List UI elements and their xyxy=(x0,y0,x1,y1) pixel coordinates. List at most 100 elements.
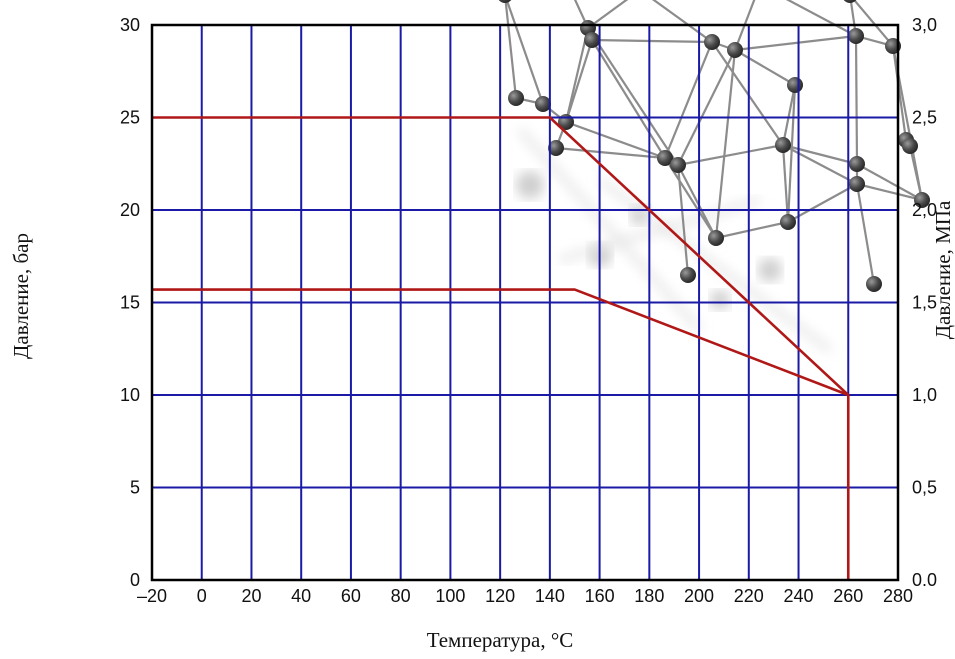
molecule-bond xyxy=(591,38,713,44)
molecule-bond xyxy=(663,41,714,159)
molecule-bond xyxy=(715,220,789,240)
molecule-bond xyxy=(782,143,858,166)
molecule-ghost-bond xyxy=(598,177,832,353)
x-tick-label: 0 xyxy=(197,586,207,606)
molecule-atom xyxy=(508,90,524,106)
molecule-atom xyxy=(849,156,865,172)
y-right-tick-label: 1,5 xyxy=(912,293,937,313)
chart-series-group xyxy=(152,116,850,580)
x-tick-label: 20 xyxy=(241,586,261,606)
molecule-atom xyxy=(657,150,673,166)
x-tick-label: 80 xyxy=(391,586,411,606)
x-tick-label: 100 xyxy=(435,586,465,606)
molecule-atom xyxy=(914,192,930,208)
molecule-bond xyxy=(564,39,594,123)
x-tick-label: –20 xyxy=(137,586,167,606)
y-left-tick-label: 10 xyxy=(120,385,140,405)
y-left-tick-label: 15 xyxy=(120,293,140,313)
molecule-bond xyxy=(505,0,545,105)
series-line-1 xyxy=(152,116,850,580)
y-right-tick-label: 3,0 xyxy=(912,15,937,35)
y-left-tick-label: 25 xyxy=(120,108,140,128)
molecule-atom xyxy=(498,0,512,3)
molecule-bond xyxy=(591,39,666,159)
molecule-bond xyxy=(676,164,690,276)
y-right-tick-label: 2,0 xyxy=(912,200,937,220)
molecule-atom xyxy=(787,77,803,93)
molecule-atom xyxy=(843,0,857,3)
molecule-ghost-atom xyxy=(516,171,544,199)
molecule-bond xyxy=(734,49,796,86)
molecule-bond xyxy=(564,27,590,123)
x-tick-label: 180 xyxy=(634,586,664,606)
y-right-tick-label: 1,0 xyxy=(912,385,937,405)
y-right-tick-label: 0,5 xyxy=(912,478,937,498)
molecule-bond xyxy=(573,0,589,29)
molecule-bond xyxy=(734,34,857,52)
molecule-bond xyxy=(786,84,797,223)
molecule-atom xyxy=(849,176,865,192)
x-tick-label: 240 xyxy=(784,586,814,606)
molecule-atom xyxy=(708,230,724,246)
molecule-atom xyxy=(535,96,551,112)
y-left-tick-label: 5 xyxy=(130,478,140,498)
x-tick-label: 200 xyxy=(684,586,714,606)
molecule-bond xyxy=(504,0,518,99)
y-right-tick-label: 0.0 xyxy=(912,570,937,590)
molecule-atom xyxy=(848,28,864,44)
y-left-axis-title: Давление, бар xyxy=(9,233,33,359)
molecule-ghost-atom xyxy=(710,290,730,310)
y-left-tick-label: 0 xyxy=(130,570,140,590)
x-tick-labels: –20 0 20 40 60 80 100 120 140 160 180 200 220 240 260 2… xyxy=(137,586,913,606)
molecule-bond xyxy=(733,0,756,51)
molecule-atom xyxy=(704,34,720,50)
molecule-bond xyxy=(677,143,784,167)
molecule-atom xyxy=(866,276,882,292)
series-line-2 xyxy=(152,288,849,397)
molecule-bond xyxy=(854,35,859,165)
molecule-atom xyxy=(680,267,696,283)
molecule-bond xyxy=(782,144,858,185)
x-axis-title: Температура, °C xyxy=(427,628,574,652)
molecule-bond xyxy=(785,0,857,37)
y-right-tick-labels: 0.0 0,5 1,0 1,5 2,0 2,5 3,0 xyxy=(912,15,937,590)
molecule-ghost-atom xyxy=(758,258,782,282)
molecule-bond xyxy=(677,49,736,166)
molecule-bond xyxy=(856,182,923,202)
molecule-atom xyxy=(584,32,600,48)
molecule-bond xyxy=(852,0,894,47)
x-tick-label: 280 xyxy=(883,586,913,606)
molecule-bond xyxy=(677,164,717,239)
y-left-tick-labels: 0 5 10 15 20 25 30 xyxy=(120,15,140,590)
molecule-bond xyxy=(714,49,737,239)
molecule-bond xyxy=(711,41,784,146)
y-left-tick-label: 20 xyxy=(120,200,140,220)
molecule-bond xyxy=(781,84,797,146)
molecule-atom xyxy=(775,137,791,153)
x-tick-label: 160 xyxy=(585,586,615,606)
molecule-bond xyxy=(855,183,876,285)
plot-frame xyxy=(150,23,900,582)
x-tick-label: 60 xyxy=(341,586,361,606)
molecule-atom xyxy=(780,214,796,230)
molecule-atom xyxy=(902,138,918,154)
molecule-bond xyxy=(587,0,629,29)
molecule-bond xyxy=(555,146,666,160)
molecule-bond xyxy=(587,27,679,166)
x-tick-label: 40 xyxy=(291,586,311,606)
y-right-axis-title: Давление, МПа xyxy=(931,200,955,339)
x-tick-label: 140 xyxy=(535,586,565,606)
y-left-tick-label: 30 xyxy=(120,15,140,35)
molecule-atom xyxy=(548,140,564,156)
molecule-atom xyxy=(727,42,743,58)
molecule-bond xyxy=(651,0,713,43)
molecule-atom xyxy=(670,157,686,173)
molecule-background-image xyxy=(498,0,930,353)
chart-axes xyxy=(150,23,900,582)
x-tick-label: 260 xyxy=(833,586,863,606)
x-tick-label: 120 xyxy=(485,586,515,606)
chart-grid xyxy=(152,25,899,580)
y-right-tick-label: 2,5 xyxy=(912,108,937,128)
molecule-bond xyxy=(856,163,923,201)
